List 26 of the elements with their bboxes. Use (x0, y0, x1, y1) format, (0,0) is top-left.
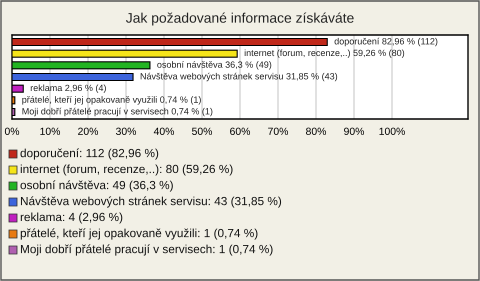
x-tick-label: 50% (192, 128, 212, 135)
x-tick-label: 100% (379, 128, 405, 135)
x-tick-label: 80% (306, 128, 326, 135)
x-tick-label: 60% (230, 128, 250, 135)
x-tick-label: 10% (40, 128, 60, 135)
text: reklama: 4 (2,96 %) (20, 212, 122, 224)
data-label: Návštěva webových stránek servisu 31,85 % (43) (140, 72, 338, 82)
data-label: Moji dobří přátelé pracují v servisech 0,74 % (1) (22, 108, 212, 116)
chart-title: Jak požadované informace získáváte (126, 12, 354, 26)
data-label: osobní návštěva 36,3 % (49) (157, 61, 272, 70)
x-tick-label: 90% (344, 128, 364, 135)
text: přátelé, kteří jej opakovaně využili: 1 (0,74 %) (20, 228, 258, 240)
x-tick-label: 0% (4, 128, 20, 135)
data-label: reklama 2,96 % (4) (30, 84, 106, 93)
x-tick-label: 70% (268, 128, 288, 135)
text: internet (forum, recenze,..): 80 (59,26 %) (20, 164, 233, 176)
x-tick-label: 20% (78, 128, 98, 135)
text: Moji dobří přátelé pracují v servisech: 1 (0,74 %) (20, 244, 273, 256)
x-tick-label: 30% (116, 128, 136, 135)
x-tick-label: 40% (154, 128, 174, 135)
text: osobní návštěva: 49 (36,3 %) (20, 180, 173, 192)
text: doporučení: 112 (82,96 %) (20, 148, 158, 160)
data-label: internet (forum, recenze,..) 59,26 % (80) (244, 49, 404, 58)
data-label: doporučení 82,96 % (112) (334, 38, 438, 46)
data-label: přátelé, kteří jej opakovaně využili 0,74 % (1) (22, 96, 201, 105)
text: Návštěva webových stránek servisu: 43 (31,85 %) (20, 196, 282, 208)
